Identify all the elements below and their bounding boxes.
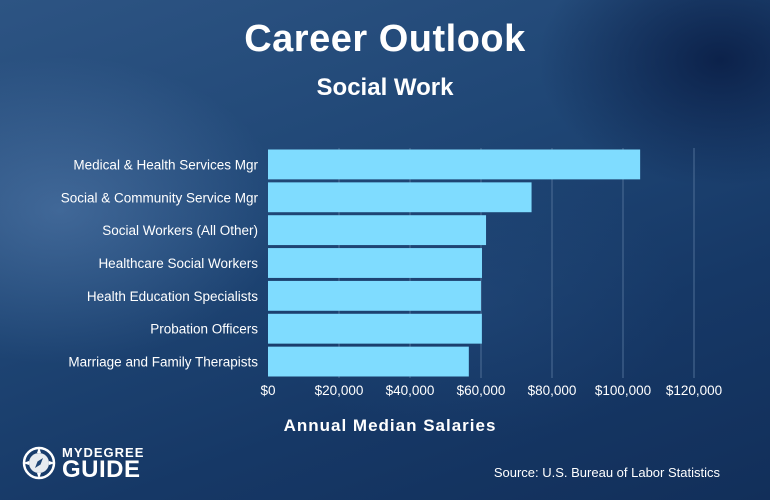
bar xyxy=(268,313,482,344)
category-label: Probation Officers xyxy=(150,322,258,337)
x-tick-label: $0 xyxy=(260,383,275,398)
category-label: Health Education Specialists xyxy=(87,289,258,304)
x-axis-label: Annual Median Salaries xyxy=(283,416,497,435)
chart-title: Career Outlook xyxy=(244,18,526,60)
bar xyxy=(268,215,487,246)
logo-text-top: MYDEGREE xyxy=(62,445,145,460)
x-tick-labels: $0 $20,000 $40,000 $60,000 $80,000 $100,000 $1… xyxy=(260,383,722,398)
bars xyxy=(268,149,641,377)
bar xyxy=(268,149,641,180)
x-tick-label: $20,000 xyxy=(315,383,364,398)
logo-text-bottom: GUIDE xyxy=(62,456,141,483)
bar xyxy=(268,248,482,278)
compass-icon xyxy=(22,446,56,480)
chart-subtitle: Social Work xyxy=(316,74,454,101)
source-note: Source: U.S. Bureau of Labor Statistics xyxy=(493,465,720,480)
brand-logo[interactable]: MYDEGREE GUIDE xyxy=(20,443,150,483)
category-label: Social & Community Service Mgr xyxy=(61,190,259,205)
bar xyxy=(268,280,481,311)
x-tick-label: $40,000 xyxy=(386,383,435,398)
x-tick-label: $60,000 xyxy=(457,383,506,398)
category-label: Social Workers (All Other) xyxy=(102,223,258,238)
x-tick-label: $120,000 xyxy=(666,383,722,398)
bar xyxy=(268,346,469,377)
category-label: Healthcare Social Workers xyxy=(98,256,258,271)
x-tick-label: $100,000 xyxy=(595,383,651,398)
category-label: Marriage and Family Therapists xyxy=(68,355,258,370)
category-label: Medical & Health Services Mgr xyxy=(73,157,258,172)
x-tick-label: $80,000 xyxy=(528,383,577,398)
category-labels: Medical & Health Services Mgr Social & Co… xyxy=(61,157,259,369)
bar xyxy=(268,182,532,213)
